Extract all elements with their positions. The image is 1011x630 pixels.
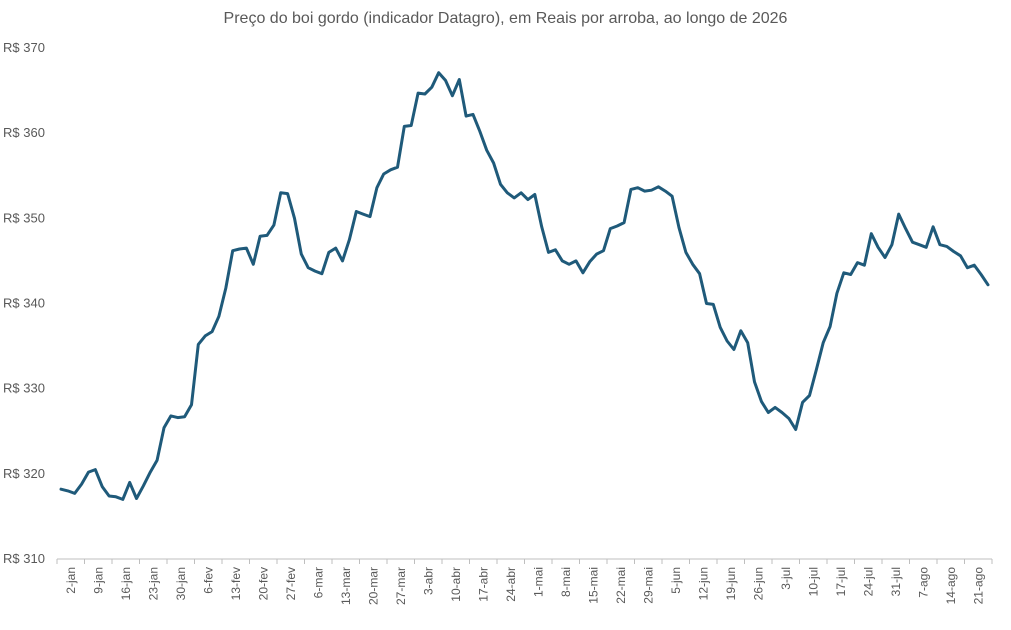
y-tick-label: R$ 360 [3,125,45,140]
x-tick-label: 9-jan [91,567,105,594]
x-tick-label: 7-ago [916,567,930,598]
x-tick-label: 24-jul [861,567,875,596]
x-tick-label: 1-mai [531,567,545,597]
y-tick-label: R$ 320 [3,466,45,481]
y-tick-label: R$ 340 [3,296,45,311]
y-tick-label: R$ 330 [3,381,45,396]
x-tick-label: 13-fev [229,567,243,600]
x-tick-label: 17-jul [834,567,848,596]
x-tick-label: 13-mar [339,567,353,605]
x-tick-label: 20-fev [256,567,270,600]
x-tick-label: 23-jan [146,567,160,600]
x-tick-label: 16-jan [119,567,133,600]
x-tick-label: 24-abr [504,567,518,602]
x-tick-label: 17-abr [476,567,490,602]
x-tick-label: 2-jan [64,567,78,594]
x-tick-label: 31-jul [889,567,903,596]
x-tick-label: 21-ago [971,567,985,605]
x-tick-label: 27-fev [284,567,298,600]
y-tick-label: R$ 370 [3,40,45,55]
chart-title: Preço do boi gordo (indicador Datagro), … [223,10,788,27]
x-tick-label: 27-mar [394,567,408,605]
x-tick-label: 14-ago [944,567,958,605]
x-tick-label: 22-mai [614,567,628,604]
x-tick-label: 3-abr [421,567,435,595]
y-tick-label: R$ 310 [3,551,45,566]
x-tick-label: 5-jun [669,567,683,594]
x-tick-label: 29-mai [641,567,655,604]
x-tick-label: 6-mar [311,567,325,598]
x-tick-label: 30-jan [174,567,188,600]
x-tick-label: 20-mar [366,567,380,605]
x-tick-label: 8-mai [559,567,573,597]
x-tick-label: 12-jun [696,567,710,600]
x-tick-label: 10-jul [806,567,820,596]
series-line [59,71,990,501]
x-tick-label: 19-jun [724,567,738,600]
x-tick-label: 10-abr [449,567,463,602]
x-tick-label: 26-jun [751,567,765,600]
y-tick-label: R$ 350 [3,210,45,225]
x-tick-label: 15-mai [586,567,600,604]
x-tick-label: 6-fev [201,567,215,594]
x-tick-label: 3-jul [779,567,793,590]
